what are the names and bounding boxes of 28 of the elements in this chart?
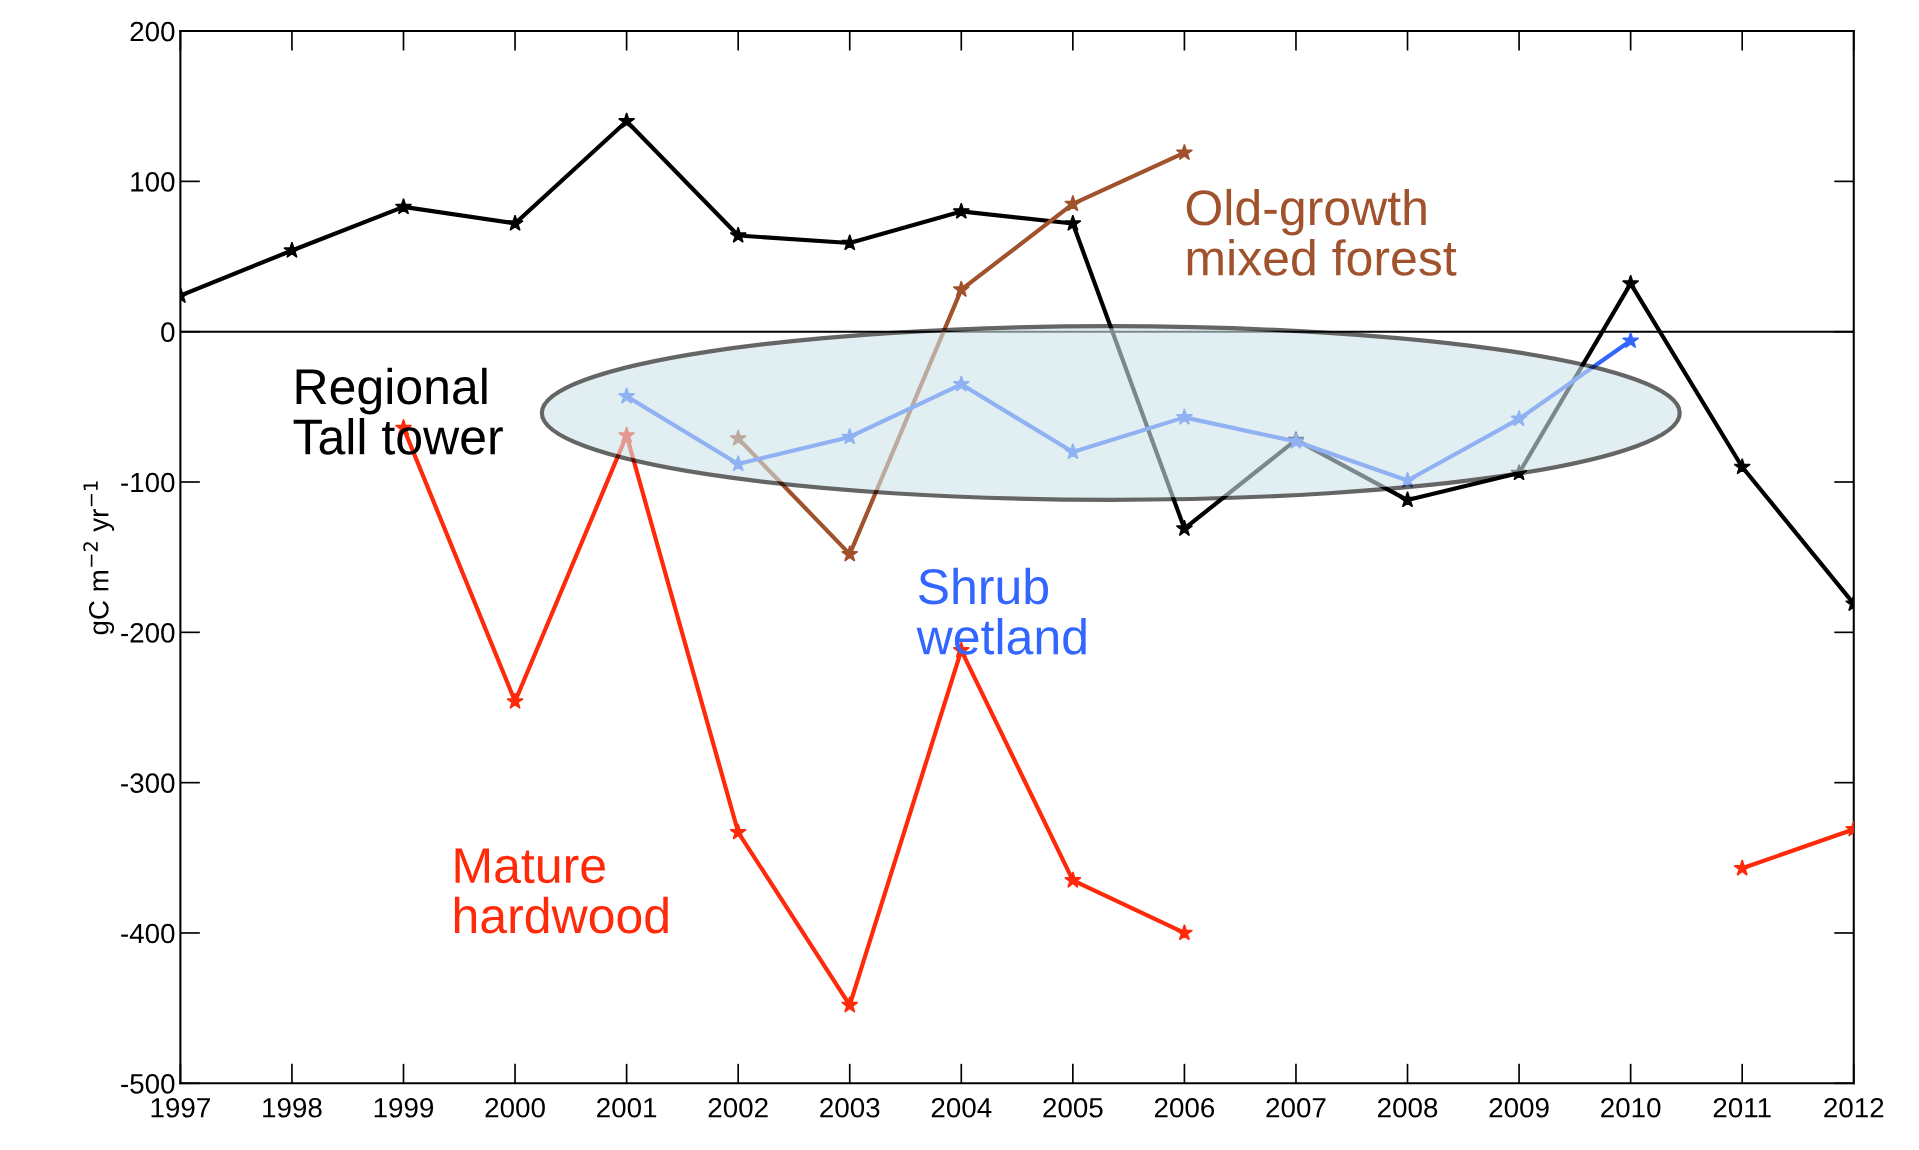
x-tick-label: 2002 xyxy=(708,1097,768,1118)
y-tick-label: -400 xyxy=(121,923,175,944)
x-tick-label: 2011 xyxy=(1713,1097,1771,1118)
y-tick-label: 200 xyxy=(130,21,175,42)
x-tick-label: 1998 xyxy=(263,1097,322,1118)
x-tick-label: 1997 xyxy=(151,1097,210,1118)
x-tick-label: 2000 xyxy=(485,1097,545,1118)
x-tick-label: 2001 xyxy=(597,1097,657,1118)
y-tick-label: -300 xyxy=(121,773,175,793)
y-tick-label: -200 xyxy=(121,623,175,643)
y-tick-label: -500 xyxy=(121,1073,175,1094)
x-tick-label: 1999 xyxy=(374,1097,434,1118)
series-label: Mature hardwood xyxy=(454,848,668,934)
x-tick-label: 2010 xyxy=(1601,1097,1661,1118)
x-tick-label: 2009 xyxy=(1489,1097,1549,1118)
x-tick-label: 2003 xyxy=(820,1097,880,1118)
series-label: Old-growth mixed forest xyxy=(1186,188,1457,276)
x-tick-label: 2012 xyxy=(1824,1097,1884,1118)
text: Shrub wetland xyxy=(916,567,1086,655)
y-axis-title: gC m$^{−2}$ yr$^{−1}$ xyxy=(83,481,115,635)
y-tick-label: 0 xyxy=(161,322,175,343)
y-tick-label: 100 xyxy=(131,172,175,192)
x-tick-label: 2005 xyxy=(1043,1097,1103,1118)
x-tick-label: 2007 xyxy=(1266,1097,1326,1118)
y-tick-label: -100 xyxy=(121,472,175,493)
x-tick-label: 2008 xyxy=(1378,1097,1438,1118)
x-tick-label: 2006 xyxy=(1154,1097,1215,1118)
x-tick-label: 2004 xyxy=(931,1097,992,1118)
